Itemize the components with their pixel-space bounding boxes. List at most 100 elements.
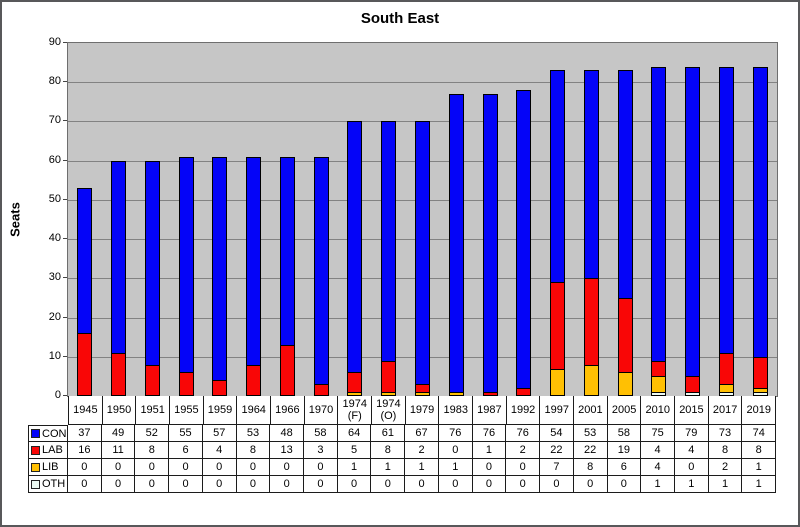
value-cell-lab-1959: 4 (202, 442, 237, 459)
value-cell-lib-1974 (F): 1 (337, 459, 372, 476)
bar-1974 (O) (381, 121, 397, 396)
value-cell-lib-1970: 0 (304, 459, 338, 476)
value-cell-lab-2019: 8 (742, 442, 777, 459)
legend-swatch-lib (31, 462, 40, 472)
year-header-1974 (F): 1974 (F) (338, 396, 373, 425)
year-header-line: 1966 (275, 404, 300, 416)
bar-segment-con-1974 (O) (381, 121, 397, 361)
bar-1983 (448, 94, 464, 396)
bar-2010 (651, 67, 667, 396)
year-header-1964: 1964 (237, 396, 272, 425)
year-header-1945: 1945 (68, 396, 103, 425)
year-header-line: 1955 (174, 404, 199, 416)
value-cell-lib-1950: 0 (101, 459, 136, 476)
year-header-1997: 1997 (540, 396, 575, 425)
bar-segment-con-2001 (583, 70, 599, 278)
value-cell-con-1951: 52 (135, 425, 170, 442)
year-header-line: 1951 (140, 404, 165, 416)
value-cell-lab-1945: 16 (68, 442, 102, 459)
value-cell-con-2015: 79 (674, 425, 709, 442)
value-cell-lib-2017: 2 (708, 459, 743, 476)
bar-segment-lab-2019 (752, 357, 768, 388)
y-tick-label-10: 10 (48, 349, 61, 362)
data-table: 1945 1950 1951 1955 1959 1964 1966 1970 1974 (F) 1… (28, 396, 777, 493)
bar-2019 (752, 67, 768, 396)
legend-cell-oth: OTH (28, 476, 68, 493)
y-tick-mark-60 (63, 159, 67, 161)
value-cell-oth-1983: 0 (438, 476, 473, 493)
y-tick-label-20: 20 (48, 310, 61, 323)
value-cell-lib-1964: 0 (236, 459, 271, 476)
value-cell-lab-1997: 22 (540, 442, 574, 459)
bar-1964 (246, 157, 262, 396)
value-cell-lab-2015: 4 (674, 442, 709, 459)
y-tick-label-60: 60 (48, 153, 61, 166)
bar-segment-lab-2005 (617, 298, 633, 372)
bar-segment-lab-1979 (415, 384, 430, 392)
value-cell-oth-2010: 1 (641, 476, 675, 493)
bar-segment-lab-1970 (313, 384, 329, 396)
value-cell-lab-2005: 19 (607, 442, 642, 459)
bar-segment-lib-1983 (448, 392, 464, 396)
bar-segment-con-1987 (482, 94, 498, 392)
value-cell-lab-1974 (F): 5 (337, 442, 372, 459)
bar-1970 (313, 157, 329, 396)
y-tick-label-80: 80 (48, 75, 61, 88)
value-cell-oth-2015: 1 (674, 476, 709, 493)
bar-segment-con-1979 (415, 121, 430, 384)
value-cell-oth-1992: 0 (506, 476, 541, 493)
bar-1950 (111, 161, 127, 396)
y-tick-mark-40 (63, 238, 67, 240)
value-cell-lib-1959: 0 (202, 459, 237, 476)
year-header-1955: 1955 (170, 396, 204, 425)
value-cell-con-2010: 75 (641, 425, 675, 442)
bar-segment-lab-1987 (482, 392, 498, 396)
bar-segment-lab-2017 (718, 353, 734, 384)
legend-swatch-oth (31, 479, 40, 489)
bar-segment-oth-2019 (752, 392, 768, 396)
bar-segment-lab-1950 (111, 353, 127, 396)
value-cell-con-2019: 74 (742, 425, 777, 442)
value-cell-lab-1987: 1 (472, 442, 507, 459)
bar-segment-con-2015 (685, 67, 701, 376)
value-cell-oth-1964: 0 (236, 476, 271, 493)
year-header-line: 1974 (376, 398, 401, 410)
value-cell-oth-1959: 0 (202, 476, 237, 493)
value-cell-lib-2015: 0 (674, 459, 709, 476)
value-cell-lib-1966: 0 (270, 459, 305, 476)
bar-segment-con-1955 (178, 157, 194, 372)
value-cell-oth-1970: 0 (304, 476, 338, 493)
bar-1951 (144, 161, 160, 396)
y-tick-label-0: 0 (54, 389, 61, 401)
value-cell-oth-1987: 0 (472, 476, 507, 493)
value-cell-oth-1974 (O): 0 (371, 476, 406, 493)
year-header-1983: 1983 (439, 396, 474, 425)
y-tick-mark-20 (63, 316, 67, 318)
table-year-row: 1945 1950 1951 1955 1959 1964 1966 1970 1974 (F) 1… (28, 396, 777, 425)
year-header-line: 2001 (578, 404, 603, 416)
value-cell-lab-1974 (O): 8 (371, 442, 406, 459)
value-cell-oth-1979: 0 (405, 476, 439, 493)
value-cell-lab-1951: 8 (135, 442, 170, 459)
bar-1959 (212, 157, 228, 396)
y-tick-mark-70 (63, 120, 67, 122)
bar-1992 (516, 90, 532, 396)
bar-segment-oth-2010 (651, 392, 667, 396)
value-cell-oth-1950: 0 (101, 476, 136, 493)
year-header-2015: 2015 (675, 396, 709, 425)
table-row-oth: OTH 0 0 0 0 0 0 0 0 0 0 0 0 0 0 0 0 0 1 1 1 1 (28, 476, 777, 493)
value-cell-con-1997: 54 (540, 425, 574, 442)
table-row-con: CON 37 49 52 55 57 53 48 58 64 61 67 76 76 76 54 53 58 75 7… (28, 425, 777, 442)
year-header-line: 2019 (746, 404, 772, 416)
value-cell-con-1983: 76 (438, 425, 473, 442)
legend-cell-con: CON (28, 425, 68, 442)
bar-segment-con-1970 (313, 157, 329, 384)
legend-cell-lab: LAB (28, 442, 68, 459)
year-header-1979: 1979 (405, 396, 440, 425)
legend-swatch-lab (31, 445, 40, 455)
value-cell-lab-2001: 22 (573, 442, 608, 459)
bar-1955 (178, 157, 194, 396)
value-cell-con-1959: 57 (202, 425, 237, 442)
value-cell-lib-1992: 0 (506, 459, 541, 476)
